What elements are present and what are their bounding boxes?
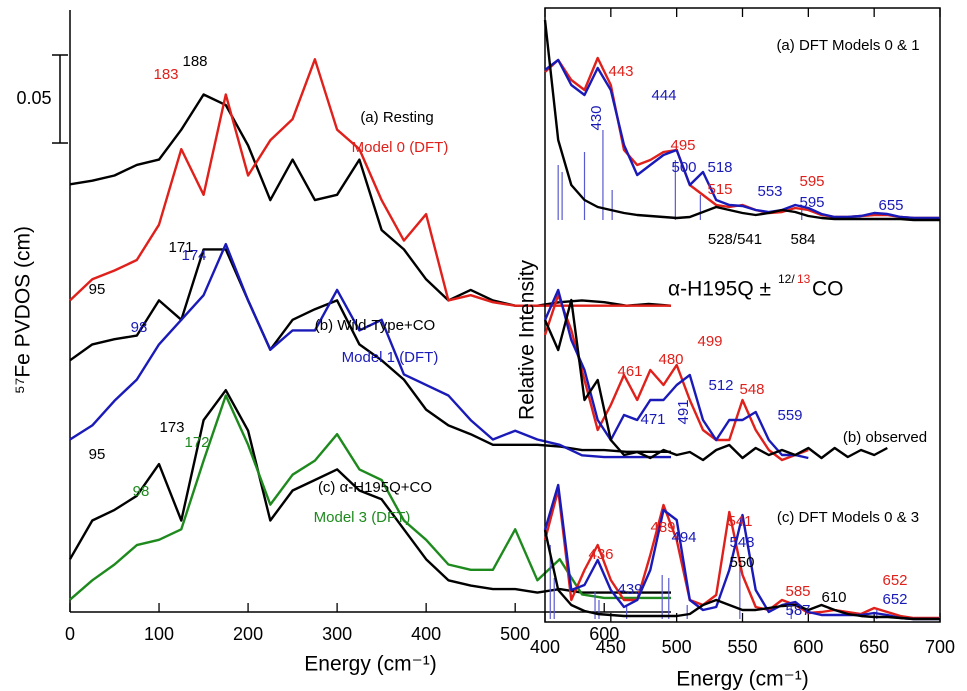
x-axis-title: Energy (cm⁻¹) xyxy=(304,653,436,676)
annotation: 655 xyxy=(878,197,903,214)
annotation: 173 xyxy=(159,419,184,436)
annotation: 443 xyxy=(608,63,633,80)
x-tick-label: 550 xyxy=(727,637,757,657)
annotation: 480 xyxy=(658,351,683,368)
x-tick-label: 600 xyxy=(589,624,619,644)
annotation: 495 xyxy=(670,137,695,154)
annotation: 491 xyxy=(675,399,692,424)
annotation: 95 xyxy=(89,446,106,463)
x-tick-label: 400 xyxy=(411,624,441,644)
x-tick-label: 200 xyxy=(233,624,263,644)
spectrum-line xyxy=(544,56,940,220)
annotation: 553 xyxy=(757,183,782,200)
x-tick-label: 500 xyxy=(500,624,530,644)
x-axis-title: Energy (cm⁻¹) xyxy=(676,668,808,691)
annotation: 528/541 xyxy=(708,231,762,248)
annotation: 595 xyxy=(799,173,824,190)
spectrum-line xyxy=(543,293,809,462)
annotation: 499 xyxy=(697,333,722,350)
annotation: 430 xyxy=(588,105,605,130)
annotation: 652 xyxy=(882,572,907,589)
annotation: (c) α-H195Q+CO xyxy=(318,479,432,496)
annotation: 13 xyxy=(797,272,811,286)
annotation: 500 xyxy=(671,159,696,176)
annotation: Model 0 (DFT) xyxy=(352,139,449,156)
annotation: 548 xyxy=(739,381,764,398)
spectrum-line xyxy=(69,248,671,453)
scale-bar-label: 0.05 xyxy=(16,88,51,108)
annotation: (b) Wild-Type+CO xyxy=(315,317,435,334)
spectrum-line xyxy=(543,488,940,620)
annotation: 489 xyxy=(650,519,675,536)
spectrum-line xyxy=(543,288,809,460)
annotation: 174 xyxy=(181,247,206,264)
x-tick-label: 0 xyxy=(65,624,75,644)
annotation: 98 xyxy=(133,483,150,500)
annotation: 652 xyxy=(882,591,907,608)
spectrum-line xyxy=(69,93,672,307)
annotation: 444 xyxy=(651,87,676,104)
annotation: 541 xyxy=(727,513,752,530)
annotation: 172 xyxy=(184,434,209,451)
x-tick-label: 650 xyxy=(859,637,889,657)
annotation: 585 xyxy=(785,583,810,600)
spectrum-line xyxy=(543,529,940,621)
annotation: 95 xyxy=(89,281,106,298)
spectrum-line xyxy=(69,242,671,459)
annotation: 439 xyxy=(617,581,642,598)
x-tick-label: 700 xyxy=(925,637,955,657)
annotation: 559 xyxy=(777,407,802,424)
annotation: (b) observed xyxy=(843,429,927,446)
annotation: (a) DFT Models 0 & 1 xyxy=(776,37,919,54)
annotation: 518 xyxy=(707,159,732,176)
annotation: 461 xyxy=(617,363,642,380)
annotation: 171 xyxy=(168,239,193,256)
spectrum-line xyxy=(543,483,940,621)
spectrum-line xyxy=(69,58,671,307)
spectrum-line xyxy=(544,58,940,220)
annotation: 494 xyxy=(671,529,696,546)
annotation: 183 xyxy=(153,66,178,83)
x-tick-label: 400 xyxy=(530,637,560,657)
annotation: 436 xyxy=(588,546,613,563)
annotation: 587 xyxy=(785,602,810,619)
y-axis-title: Relative Intensity xyxy=(516,260,539,420)
annotation: 548 xyxy=(729,534,754,551)
annotation: 515 xyxy=(707,181,732,198)
x-tick-label: 100 xyxy=(144,624,174,644)
x-tick-label: 600 xyxy=(793,637,823,657)
annotation: 512 xyxy=(708,377,733,394)
annotation: 610 xyxy=(821,589,846,606)
y-axis-title: ⁵⁷Fe PVDOS (cm) xyxy=(12,226,35,394)
annotation: 188 xyxy=(182,53,207,70)
annotation: 12/ xyxy=(778,272,795,286)
x-tick-label: 450 xyxy=(596,637,626,657)
annotation: 471 xyxy=(640,411,665,428)
annotation: CO xyxy=(812,278,844,301)
x-tick-label: 300 xyxy=(322,624,352,644)
annotation: 584 xyxy=(790,231,815,248)
annotation: 595 xyxy=(799,194,824,211)
annotation: Model 3 (DFT) xyxy=(314,509,411,526)
annotation: 98 xyxy=(131,319,148,336)
annotation: (c) DFT Models 0 & 3 xyxy=(777,509,919,526)
annotation: α-H195Q ± xyxy=(668,278,771,301)
spectrum-line xyxy=(543,19,940,222)
spectrum-line xyxy=(543,298,888,462)
annotation: 550 xyxy=(729,554,754,571)
annotation: (a) Resting xyxy=(360,109,433,126)
annotation: Model 1 (DFT) xyxy=(342,349,439,366)
x-tick-label: 500 xyxy=(662,637,692,657)
